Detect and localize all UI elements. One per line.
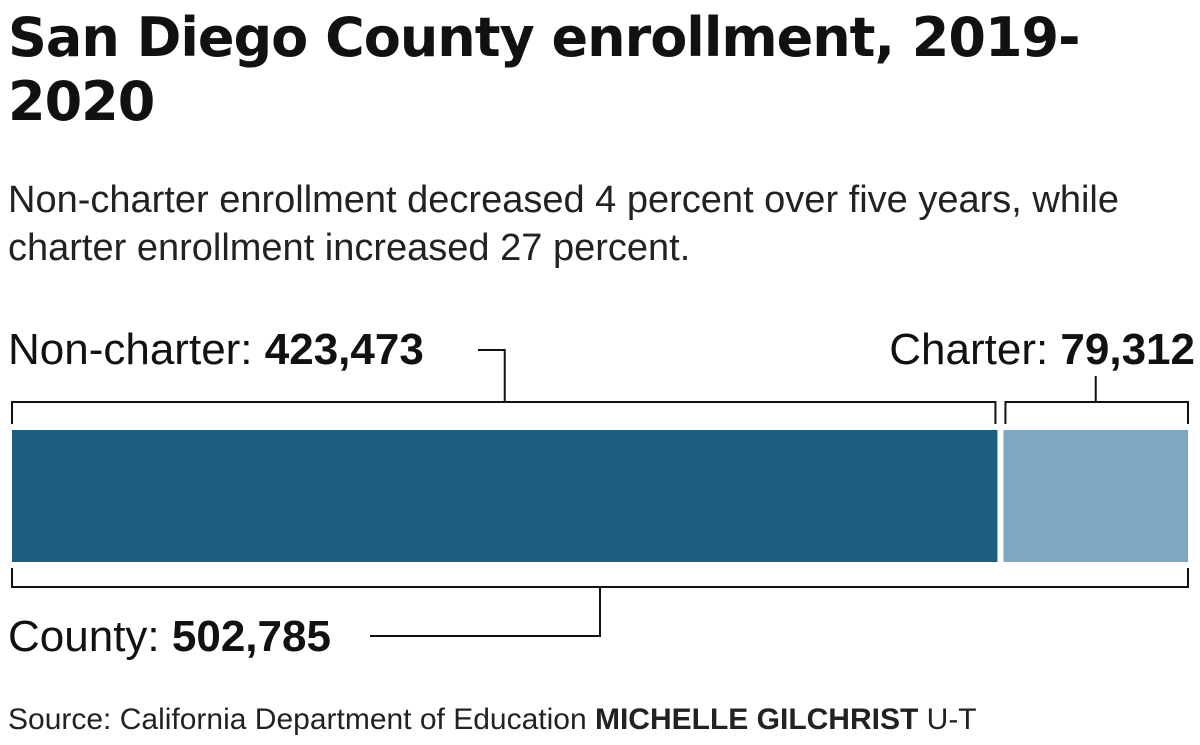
charter-label-prefix: Charter: — [889, 325, 1060, 374]
county-total-value-label: 502,785 — [172, 612, 331, 661]
charter-bracket — [1004, 401, 1189, 424]
non-charter-value-label: 423,473 — [265, 325, 424, 374]
bar-charter — [1003, 430, 1188, 562]
county-total-label: County: 502,785 — [8, 612, 331, 661]
non-charter-label-prefix: Non-charter: — [8, 325, 265, 374]
credit-name: MICHELLE GILCHRIST — [594, 703, 919, 736]
non-charter-leader-line — [478, 349, 506, 402]
county-total-leader-line — [370, 587, 601, 637]
credit-outlet: U-T — [918, 703, 977, 736]
source-credit-line: Source: California Department of Educati… — [8, 700, 977, 740]
chart-subtitle: Non-charter enrollment decreased 4 perce… — [8, 179, 1119, 269]
chart-title: San Diego County enrollment, 2019-2020 — [8, 6, 1081, 133]
source-text: Source: California Department of Educati… — [8, 703, 595, 736]
bar-non-charter — [12, 430, 998, 562]
charter-label: Charter: 79,312 — [889, 325, 1195, 374]
county-total-label-prefix: County: — [8, 612, 172, 661]
non-charter-label: Non-charter: 423,473 — [8, 325, 424, 374]
charter-value-label: 79,312 — [1060, 325, 1195, 374]
non-charter-bracket — [11, 401, 997, 424]
county-total-bracket — [11, 568, 1189, 588]
